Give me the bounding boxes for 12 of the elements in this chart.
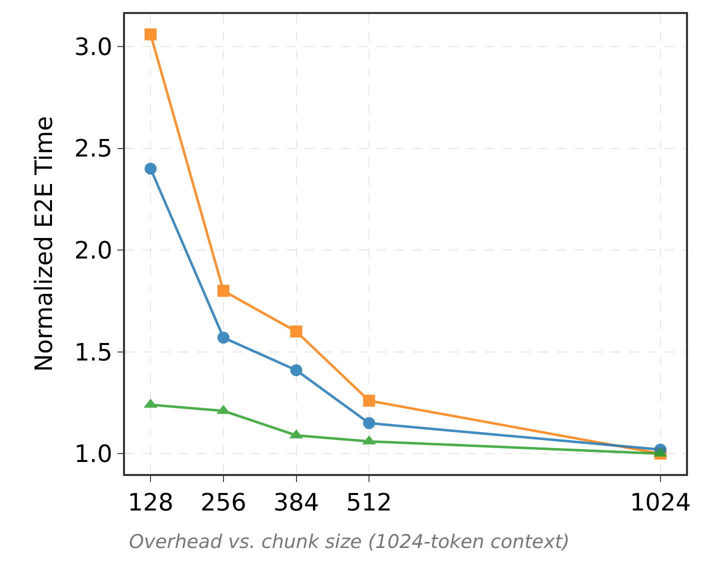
y-tick-label: 3.0 bbox=[74, 32, 112, 61]
text: Overhead vs. chunk size (1024-token context) bbox=[129, 531, 570, 553]
x-tick-label: 512 bbox=[346, 488, 392, 517]
x-tick-label: 1024 bbox=[630, 488, 691, 517]
x-tick-label: 384 bbox=[273, 488, 320, 517]
y-tick-label: 1.5 bbox=[74, 338, 112, 366]
x-tick-label: 128 bbox=[128, 488, 174, 517]
x-tick-label: 256 bbox=[200, 488, 246, 517]
y-tick-label: 2.0 bbox=[74, 236, 112, 265]
y-tick-label: 1.0 bbox=[74, 440, 112, 468]
y-axis-title: Normalized E2E Time bbox=[30, 116, 58, 372]
y-tick-label: 2.5 bbox=[74, 134, 112, 163]
